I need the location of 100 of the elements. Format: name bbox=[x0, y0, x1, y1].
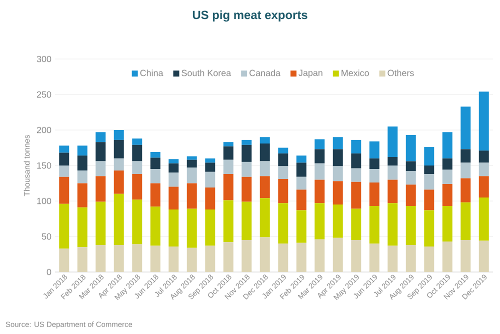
bar bbox=[424, 190, 434, 210]
bar bbox=[186, 160, 197, 168]
bar bbox=[59, 248, 70, 272]
bar bbox=[314, 203, 325, 240]
bar bbox=[77, 183, 88, 208]
bar bbox=[186, 183, 197, 209]
bar bbox=[132, 200, 142, 244]
bar bbox=[59, 204, 70, 249]
bar bbox=[332, 204, 343, 238]
bar bbox=[332, 149, 343, 166]
y-tick-label: 100 bbox=[37, 198, 52, 204]
bar bbox=[296, 210, 306, 243]
bar bbox=[186, 248, 197, 272]
bar bbox=[406, 134, 416, 162]
bar bbox=[150, 158, 160, 170]
bar bbox=[260, 161, 270, 176]
bar bbox=[114, 130, 124, 140]
bar bbox=[442, 241, 452, 272]
bar bbox=[406, 161, 416, 172]
bar bbox=[59, 166, 70, 177]
bar bbox=[369, 158, 380, 170]
bar bbox=[205, 172, 216, 188]
bar bbox=[114, 170, 124, 194]
bar bbox=[369, 244, 380, 272]
bar bbox=[351, 168, 362, 182]
bar bbox=[424, 147, 434, 166]
bar bbox=[460, 178, 471, 202]
bar bbox=[168, 163, 179, 173]
bar bbox=[278, 153, 288, 166]
bar bbox=[242, 202, 252, 240]
bar bbox=[132, 161, 142, 174]
bar bbox=[296, 176, 306, 190]
bar bbox=[96, 245, 106, 272]
bar bbox=[77, 207, 88, 248]
bar bbox=[369, 169, 380, 183]
bar bbox=[478, 92, 489, 151]
bar bbox=[242, 176, 252, 202]
bar bbox=[168, 186, 179, 210]
bar bbox=[442, 132, 452, 158]
bar bbox=[351, 208, 362, 240]
bar bbox=[388, 156, 398, 166]
bar bbox=[332, 166, 343, 182]
bar bbox=[278, 166, 288, 179]
bar bbox=[460, 106, 471, 150]
legend-label: South Korea bbox=[182, 70, 232, 76]
y-tick-label: 250 bbox=[36, 91, 52, 98]
bar bbox=[460, 202, 471, 240]
bar bbox=[260, 237, 270, 272]
bar bbox=[168, 246, 179, 272]
legend-label: Japan bbox=[298, 70, 322, 78]
bar bbox=[132, 138, 142, 145]
bar bbox=[205, 158, 216, 163]
bar bbox=[442, 158, 452, 170]
bar bbox=[59, 152, 70, 166]
bar bbox=[478, 240, 489, 272]
bar bbox=[314, 180, 325, 204]
bar bbox=[242, 144, 252, 162]
bar bbox=[332, 238, 343, 272]
bar bbox=[351, 153, 362, 168]
bar bbox=[332, 181, 343, 205]
y-tick-label: 300 bbox=[36, 56, 52, 62]
bar bbox=[223, 142, 234, 146]
bar bbox=[77, 247, 88, 272]
bar bbox=[205, 162, 216, 172]
bar bbox=[186, 208, 197, 248]
bar bbox=[406, 184, 416, 206]
bar bbox=[278, 178, 288, 204]
legend-label: Mexico bbox=[342, 70, 369, 76]
bar bbox=[351, 182, 362, 209]
bar bbox=[369, 182, 380, 206]
bar bbox=[150, 206, 160, 246]
bar bbox=[186, 156, 197, 160]
bar bbox=[96, 142, 106, 162]
bar bbox=[442, 170, 452, 184]
bar bbox=[260, 176, 270, 198]
bar bbox=[96, 161, 106, 176]
bar bbox=[478, 150, 489, 163]
bar bbox=[388, 180, 398, 204]
y-tick-label: 50 bbox=[42, 233, 52, 240]
bar bbox=[150, 246, 160, 272]
bar bbox=[296, 162, 306, 177]
bar bbox=[296, 190, 306, 210]
bar bbox=[278, 244, 288, 272]
bar bbox=[59, 176, 70, 204]
bar bbox=[168, 210, 179, 246]
bar bbox=[114, 245, 124, 272]
bar bbox=[332, 137, 343, 150]
bar bbox=[150, 183, 160, 207]
bar bbox=[223, 174, 234, 200]
bar bbox=[351, 140, 362, 154]
bar bbox=[278, 203, 288, 244]
bar bbox=[296, 156, 306, 163]
bar bbox=[242, 162, 252, 177]
y-tick-label: 150 bbox=[37, 162, 52, 169]
bar bbox=[369, 141, 380, 158]
bar bbox=[59, 146, 70, 153]
bar bbox=[223, 242, 234, 272]
bar bbox=[223, 200, 234, 242]
bar bbox=[314, 149, 325, 164]
bar bbox=[205, 188, 216, 210]
